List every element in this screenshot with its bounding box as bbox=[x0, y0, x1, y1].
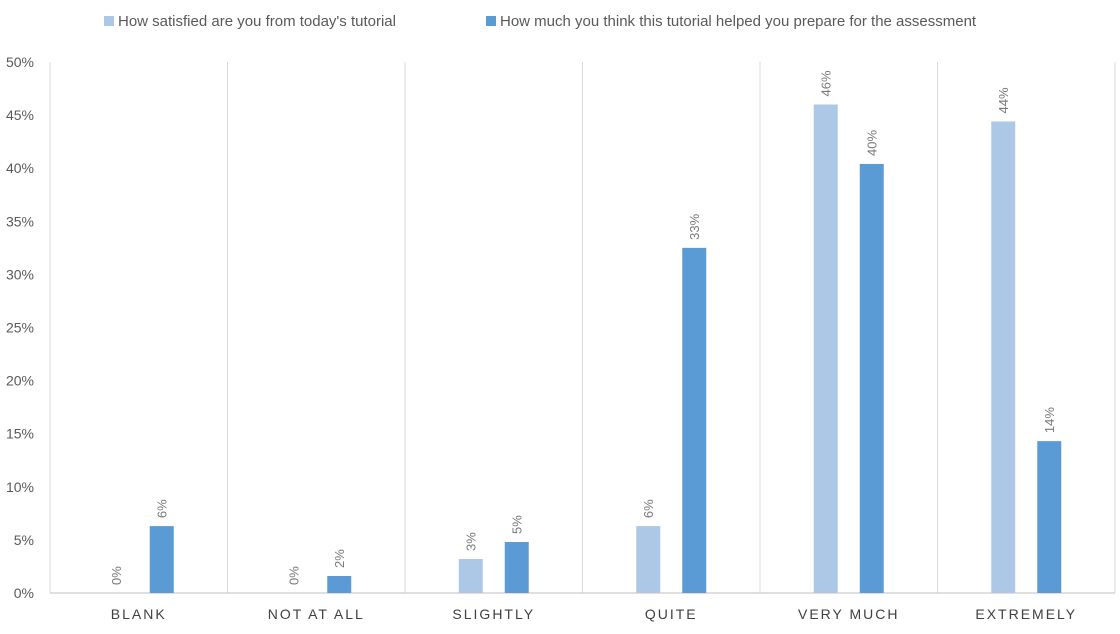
y-tick-label: 0% bbox=[14, 585, 34, 601]
x-category-label: BLANK bbox=[111, 606, 167, 622]
x-category-label: VERY MUCH bbox=[798, 606, 900, 622]
bar-series1-quite bbox=[636, 526, 661, 593]
data-label: 0% bbox=[286, 566, 301, 585]
x-category-label: EXTREMELY bbox=[975, 606, 1077, 622]
data-label: 2% bbox=[332, 549, 347, 568]
x-category-label: QUITE bbox=[645, 606, 698, 622]
y-tick-label: 50% bbox=[6, 54, 34, 70]
x-category-label: NOT AT ALL bbox=[268, 606, 365, 622]
legend-label-1: How satisfied are you from today's tutor… bbox=[118, 13, 396, 30]
x-category-label: SLIGHTLY bbox=[452, 606, 535, 622]
legend-swatch-1 bbox=[104, 16, 114, 26]
y-tick-label: 10% bbox=[6, 479, 34, 495]
bar-series2-not-at-all bbox=[327, 576, 352, 593]
legend-swatch-2 bbox=[486, 16, 496, 26]
bar-series1-slightly bbox=[458, 559, 483, 593]
data-labels: 0% 6% 0% 2% 3% 5% 6% 33% 46% 40% 44% 14% bbox=[109, 70, 1058, 585]
y-tick-label: 40% bbox=[6, 160, 34, 176]
data-label: 0% bbox=[109, 566, 124, 585]
data-label: 5% bbox=[510, 515, 525, 534]
y-tick-label: 30% bbox=[6, 266, 34, 282]
data-label: 40% bbox=[865, 129, 880, 155]
data-label: 3% bbox=[464, 532, 479, 551]
bar-series2-slightly bbox=[504, 542, 529, 593]
bar-series2-extremely bbox=[1037, 441, 1062, 593]
y-tick-label: 45% bbox=[6, 107, 34, 123]
bars bbox=[149, 104, 1062, 594]
data-label: 46% bbox=[819, 70, 834, 96]
x-axis: BLANK NOT AT ALL SLIGHTLY QUITE VERY MUCH EXT… bbox=[111, 606, 1077, 622]
legend: How satisfied are you from today's tutor… bbox=[104, 13, 977, 30]
data-label: 44% bbox=[996, 87, 1011, 113]
y-tick-label: 15% bbox=[6, 426, 34, 442]
bar-series1-extremely bbox=[991, 121, 1016, 594]
y-tick-label: 35% bbox=[6, 213, 34, 229]
y-axis: 0% 5% 10% 15% 20% 25% 30% 35% 40% 45% 50% bbox=[6, 54, 34, 601]
y-tick-label: 25% bbox=[6, 320, 34, 336]
data-label: 6% bbox=[155, 499, 170, 518]
data-label: 33% bbox=[687, 213, 702, 239]
legend-label-2: How much you think this tutorial helped … bbox=[500, 13, 977, 30]
bar-series2-blank bbox=[149, 526, 174, 593]
data-label: 14% bbox=[1042, 407, 1057, 433]
category-separators bbox=[49, 62, 1116, 594]
y-tick-label: 5% bbox=[14, 532, 34, 548]
bar-series2-quite bbox=[682, 247, 707, 593]
bar-series1-very-much bbox=[813, 104, 838, 593]
y-tick-label: 20% bbox=[6, 373, 34, 389]
data-label: 6% bbox=[641, 499, 656, 518]
bar-series2-very-much bbox=[859, 163, 884, 593]
